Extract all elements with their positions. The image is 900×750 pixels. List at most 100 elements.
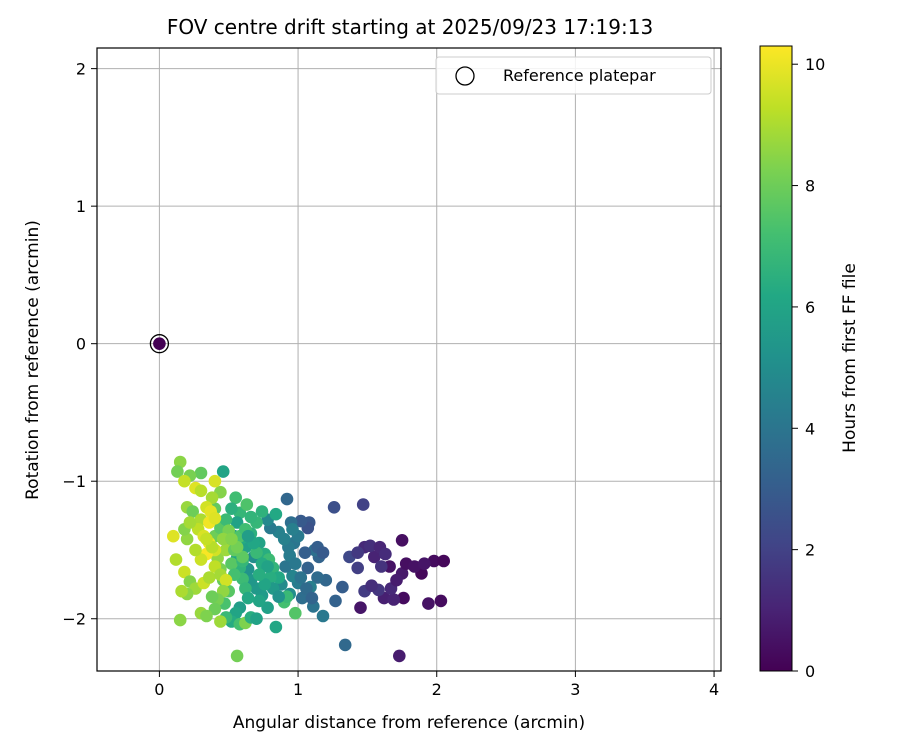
plot-frame — [96, 47, 722, 672]
data-point — [239, 582, 252, 595]
data-point — [183, 516, 197, 529]
data-point — [261, 560, 274, 573]
data-point — [434, 594, 448, 608]
data-point — [286, 523, 299, 536]
data-point — [365, 579, 378, 592]
data-point — [173, 455, 187, 469]
data-point — [316, 609, 330, 623]
data-point — [240, 498, 254, 511]
data-point — [252, 568, 266, 581]
x-tick-label: 3 — [570, 680, 580, 699]
data-point — [294, 571, 308, 584]
data-point — [171, 465, 184, 478]
data-point — [305, 591, 319, 605]
x-tick-label: 0 — [154, 680, 164, 699]
data-point — [363, 539, 377, 553]
data-point — [189, 543, 202, 557]
data-point — [269, 620, 283, 634]
data-point — [437, 554, 451, 568]
colorbar-gradient — [759, 45, 793, 672]
data-point — [178, 474, 191, 488]
data-point — [250, 546, 263, 559]
data-point — [272, 590, 286, 603]
data-point — [379, 547, 392, 561]
data-point — [186, 505, 199, 518]
legend-box — [435, 56, 712, 95]
y-tick-label: 1 — [76, 197, 86, 216]
data-point — [244, 510, 258, 524]
data-point — [225, 532, 238, 546]
x-tick-label: 2 — [432, 680, 442, 699]
data-point — [258, 578, 272, 591]
data-point — [194, 466, 208, 480]
x-axis-label: Angular distance from reference (arcmin) — [233, 713, 585, 733]
data-point — [194, 553, 208, 566]
colorbar-tick-label: 2 — [805, 541, 815, 560]
data-point — [219, 513, 233, 526]
data-point — [219, 573, 233, 587]
data-point — [397, 591, 410, 605]
data-point — [167, 529, 180, 543]
axis-ticks: 0 1 2 3 4 −2 −1 0 1 2 — [62, 60, 719, 699]
data-point — [230, 516, 244, 529]
data-point — [203, 571, 216, 584]
data-point — [241, 591, 255, 605]
data-point — [289, 557, 302, 570]
data-point — [200, 532, 213, 546]
colorbar: 0 2 4 6 8 10 Hours from first FF file — [759, 45, 860, 681]
data-point — [298, 546, 312, 559]
data-point — [169, 553, 183, 566]
data-point — [173, 613, 187, 627]
data-point — [393, 649, 406, 663]
data-point — [395, 534, 409, 547]
y-tick-label: 0 — [76, 335, 86, 354]
data-point — [294, 514, 308, 528]
data-point — [279, 560, 292, 573]
data-point — [252, 594, 266, 608]
data-point — [301, 561, 315, 575]
data-point — [289, 606, 302, 620]
colorbar-label: Hours from first FF file — [840, 263, 860, 453]
data-point — [375, 560, 388, 573]
data-point — [427, 554, 441, 568]
data-point — [277, 532, 291, 546]
data-point — [418, 557, 431, 570]
data-point — [180, 532, 194, 546]
data-point — [300, 582, 313, 595]
data-point — [230, 649, 244, 663]
legend-marker-open-circle-icon — [455, 66, 475, 86]
data-point — [368, 550, 381, 564]
data-point — [356, 498, 370, 511]
data-point — [194, 484, 208, 498]
chart-title: FOV centre drift starting at 2025/09/23 … — [167, 15, 653, 39]
legend-label: Reference platepar — [503, 66, 656, 85]
colorbar-tick-label: 6 — [805, 298, 815, 317]
reference-data-point — [153, 337, 166, 350]
colorbar-tick-label: 0 — [805, 662, 815, 681]
colorbar-tick-label: 8 — [805, 177, 815, 196]
y-axis-label: Rotation from reference (arcmin) — [23, 220, 43, 500]
data-point — [229, 491, 242, 505]
data-point — [351, 546, 365, 559]
data-point — [387, 593, 401, 606]
data-point — [390, 573, 403, 587]
data-point — [225, 557, 238, 570]
data-point — [205, 491, 219, 505]
colorbar-tick-label: 4 — [805, 419, 815, 438]
data-point — [327, 501, 341, 514]
data-point — [216, 465, 230, 478]
data-point — [255, 505, 269, 518]
data-point — [236, 550, 249, 564]
data-points — [149, 334, 451, 663]
legend: Reference platepar — [435, 56, 712, 95]
data-point — [351, 561, 365, 575]
data-point — [208, 512, 222, 525]
y-tick-label: −2 — [62, 610, 86, 629]
y-tick-label: −1 — [62, 472, 86, 491]
data-point — [338, 638, 352, 652]
data-point — [241, 529, 255, 543]
data-point — [408, 560, 421, 573]
data-point — [178, 565, 191, 579]
reference-platepar-marker — [149, 334, 170, 354]
